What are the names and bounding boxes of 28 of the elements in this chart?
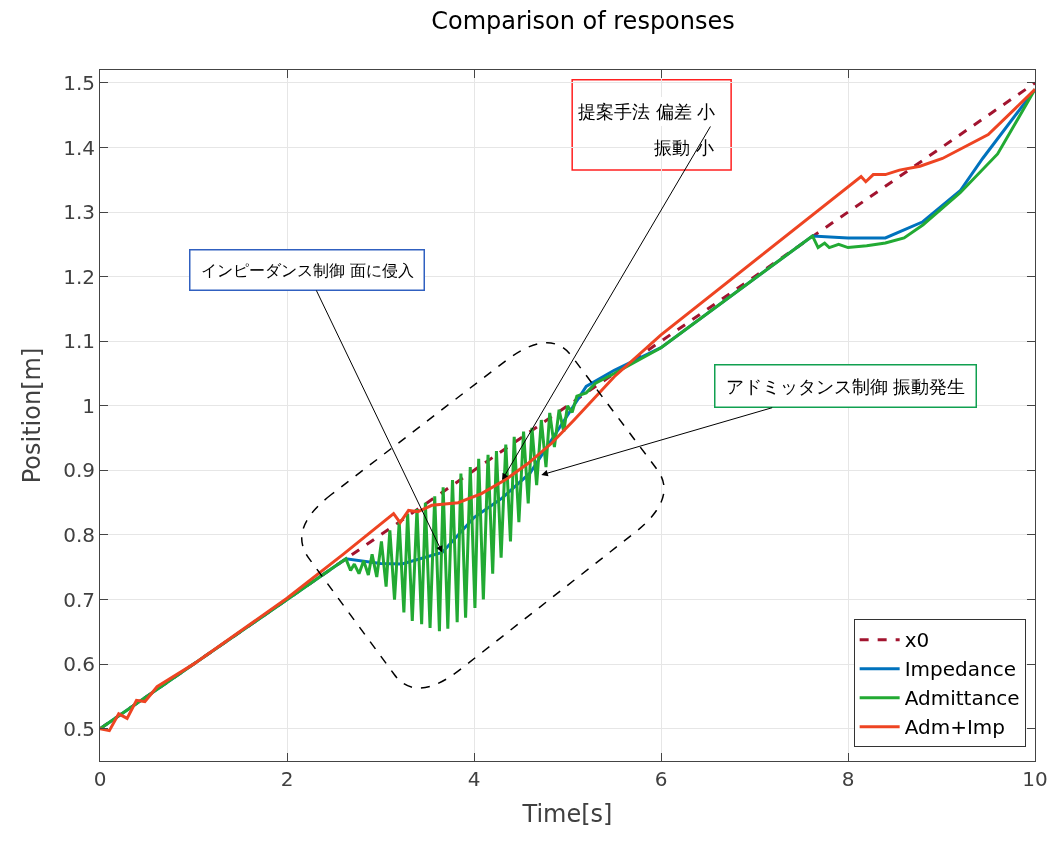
y-axis-title: Position[m] — [18, 347, 47, 484]
y-tick-label: 0.5 — [63, 716, 95, 741]
y-tick-label: 1 — [82, 393, 95, 418]
legend-label: x0 — [904, 628, 930, 653]
legend-label: Impedance — [904, 657, 1016, 682]
x-axis-title: Time[s] — [521, 800, 613, 829]
legend-label: Admittance — [904, 686, 1020, 711]
y-tick-label: 1.3 — [63, 200, 95, 225]
annotation: 振動 小 — [654, 137, 714, 158]
y-tick-label: 0.9 — [63, 458, 95, 483]
x-tick-label: 6 — [654, 767, 668, 791]
y-tick-label: 1.4 — [63, 135, 95, 160]
chart-title: Comparison of responses — [431, 7, 735, 36]
annotation: インピーダンス制御 面に侵入 — [200, 260, 414, 280]
y-tick-label: 0.7 — [63, 587, 95, 612]
x-tick-label: 2 — [280, 767, 294, 791]
y-tick-label: 1.1 — [63, 329, 95, 354]
x-tick-label: 0 — [93, 767, 107, 791]
annotation: 提案手法 偏差 小 — [578, 101, 716, 122]
x-tick-label: 10 — [1022, 767, 1048, 791]
y-tick-label: 0.8 — [63, 522, 95, 547]
y-tick-label: 0.6 — [63, 652, 95, 677]
y-tick-label: 1.2 — [63, 264, 95, 289]
x-tick-label: 4 — [467, 767, 481, 791]
annotation: アドミッタンス制御 振動発生 — [725, 375, 966, 397]
legend-label: Adm+Imp — [904, 715, 1005, 740]
y-tick-label: 1.5 — [63, 70, 95, 95]
x-tick-label: 8 — [841, 767, 855, 791]
